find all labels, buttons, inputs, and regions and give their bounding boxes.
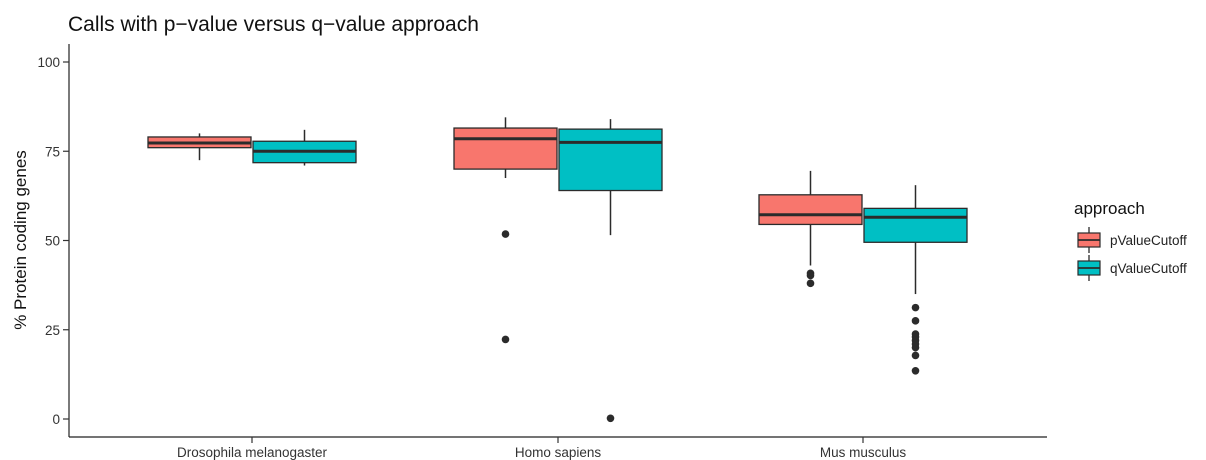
legend-items: pValueCutoff qValueCutoff [1077,227,1187,281]
box-groups [147,117,968,423]
box-iqr [758,194,863,226]
y-tick-label: 75 [45,144,60,159]
legend-item-pValueCutoff: pValueCutoff [1077,227,1187,253]
x-tick-label: Mus musculus [820,445,907,460]
y-axis-label: % Protein coding genes [11,150,30,330]
y-tick-label: 50 [45,234,60,249]
outlier-point [806,271,815,280]
outlier-point [911,343,920,352]
legend-item-qValueCutoff: qValueCutoff [1077,255,1187,281]
outlier-point [911,303,920,312]
x-tick-label: Homo sapiens [515,445,602,460]
y-tick-label: 100 [37,55,60,70]
legend-title: approach [1074,199,1145,218]
box-qValueCutoff-2 [863,185,968,375]
legend-label: qValueCutoff [1110,261,1187,276]
outlier-point [501,335,510,344]
chart-title: Calls with p−value versus q−value approa… [68,13,479,36]
outlier-point [806,279,815,288]
box-iqr [558,128,663,192]
box-iqr [863,207,968,243]
box-qValueCutoff-1 [558,119,663,423]
legend-label: pValueCutoff [1110,233,1187,248]
legend: approach pValueCutoff qValueCutoff [1074,199,1187,281]
y-tick-label: 0 [52,412,60,427]
y-axis-ticks: 0 25 50 75 100 [37,55,69,427]
outlier-point [501,230,510,238]
outlier-point [606,414,615,423]
box-pValueCutoff-0 [147,133,252,161]
box-qValueCutoff-0 [252,129,357,166]
y-tick-label: 25 [45,323,60,338]
x-tick-label: Drosophila melanogaster [177,445,328,460]
box-iqr [453,127,558,170]
outlier-point [911,317,920,325]
outlier-point [911,351,920,360]
box-pValueCutoff-1 [453,117,558,344]
outlier-point [911,367,920,375]
x-axis-ticks: Drosophila melanogaster Homo sapiens Mus m… [177,437,906,460]
box-pValueCutoff-2 [758,170,863,288]
